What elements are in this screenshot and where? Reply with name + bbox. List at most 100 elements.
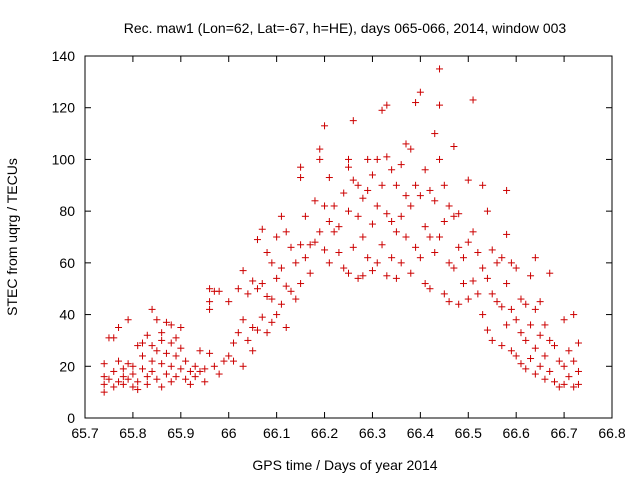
data-point: [273, 274, 281, 282]
data-point: [416, 88, 424, 96]
data-point: [574, 367, 582, 375]
data-point: [546, 367, 554, 375]
data-point: [330, 202, 338, 210]
data-point: [440, 217, 448, 225]
data-point: [258, 280, 266, 288]
data-point: [201, 365, 209, 373]
data-point: [407, 202, 415, 210]
x-tick-label: 66: [221, 425, 237, 441]
data-point: [253, 285, 261, 293]
data-point: [239, 267, 247, 275]
data-point: [191, 373, 199, 381]
data-point: [129, 370, 137, 378]
data-point: [426, 186, 434, 194]
data-point: [397, 259, 405, 267]
data-point: [268, 295, 276, 303]
data-point: [335, 223, 343, 231]
data-point: [421, 166, 429, 174]
data-point: [124, 316, 132, 324]
data-point: [440, 181, 448, 189]
data-point: [354, 274, 362, 282]
data-point: [373, 155, 381, 163]
data-point: [158, 360, 166, 368]
data-point: [464, 176, 472, 184]
data-point: [225, 298, 233, 306]
data-point: [177, 344, 185, 352]
data-point: [253, 236, 261, 244]
data-point: [349, 176, 357, 184]
data-point: [148, 367, 156, 375]
data-point: [263, 329, 271, 337]
data-point: [292, 259, 300, 267]
data-point: [316, 228, 324, 236]
y-tick-label: 0: [67, 410, 75, 426]
data-point: [100, 373, 108, 381]
data-point: [167, 321, 175, 329]
data-point: [297, 280, 305, 288]
data-point: [206, 349, 214, 357]
data-point: [124, 360, 132, 368]
data-point: [335, 249, 343, 257]
data-point: [426, 285, 434, 293]
data-point: [249, 277, 257, 285]
data-point: [119, 380, 127, 388]
data-point: [162, 349, 170, 357]
data-point: [479, 181, 487, 189]
data-point: [412, 99, 420, 107]
data-point: [531, 370, 539, 378]
data-point: [383, 210, 391, 218]
data-point: [426, 233, 434, 241]
data-point: [546, 336, 554, 344]
data-point: [536, 362, 544, 370]
data-point: [383, 272, 391, 280]
data-point: [479, 264, 487, 272]
data-point: [378, 181, 386, 189]
data-points: [100, 65, 582, 396]
data-point: [368, 267, 376, 275]
x-tick-label: 66.4: [407, 425, 434, 441]
data-point: [570, 311, 578, 319]
data-point: [459, 280, 467, 288]
data-point: [234, 285, 242, 293]
data-point: [282, 324, 290, 331]
data-point: [325, 217, 333, 225]
data-point: [531, 344, 539, 352]
data-point: [488, 246, 496, 254]
data-point: [105, 375, 113, 383]
data-point: [234, 329, 242, 337]
data-point: [167, 339, 175, 347]
data-point: [182, 357, 190, 365]
data-point: [277, 212, 285, 220]
data-point: [527, 272, 535, 280]
data-point: [464, 295, 472, 303]
data-point: [138, 365, 146, 373]
data-point: [483, 326, 491, 334]
data-point: [512, 264, 520, 272]
data-point: [345, 155, 352, 163]
data-point: [282, 228, 290, 236]
data-point: [498, 254, 506, 262]
x-tick-label: 66.6: [503, 425, 530, 441]
data-point: [364, 254, 372, 262]
data-point: [373, 202, 381, 210]
data-point: [574, 339, 582, 347]
data-point: [138, 352, 146, 360]
data-point: [282, 282, 290, 290]
data-point: [167, 378, 175, 386]
data-point: [287, 287, 295, 295]
data-point: [373, 259, 381, 267]
data-point: [560, 362, 568, 370]
data-point: [172, 334, 180, 342]
data-point: [162, 318, 170, 326]
data-point: [507, 305, 515, 313]
data-point: [158, 336, 166, 344]
data-point: [402, 192, 410, 200]
data-point: [531, 305, 539, 313]
data-point: [306, 269, 314, 277]
data-point: [555, 357, 563, 365]
x-tick-label: 66.8: [598, 425, 625, 441]
data-point: [115, 324, 123, 331]
data-point: [541, 321, 549, 329]
data-point: [474, 249, 482, 257]
data-point: [311, 197, 319, 205]
